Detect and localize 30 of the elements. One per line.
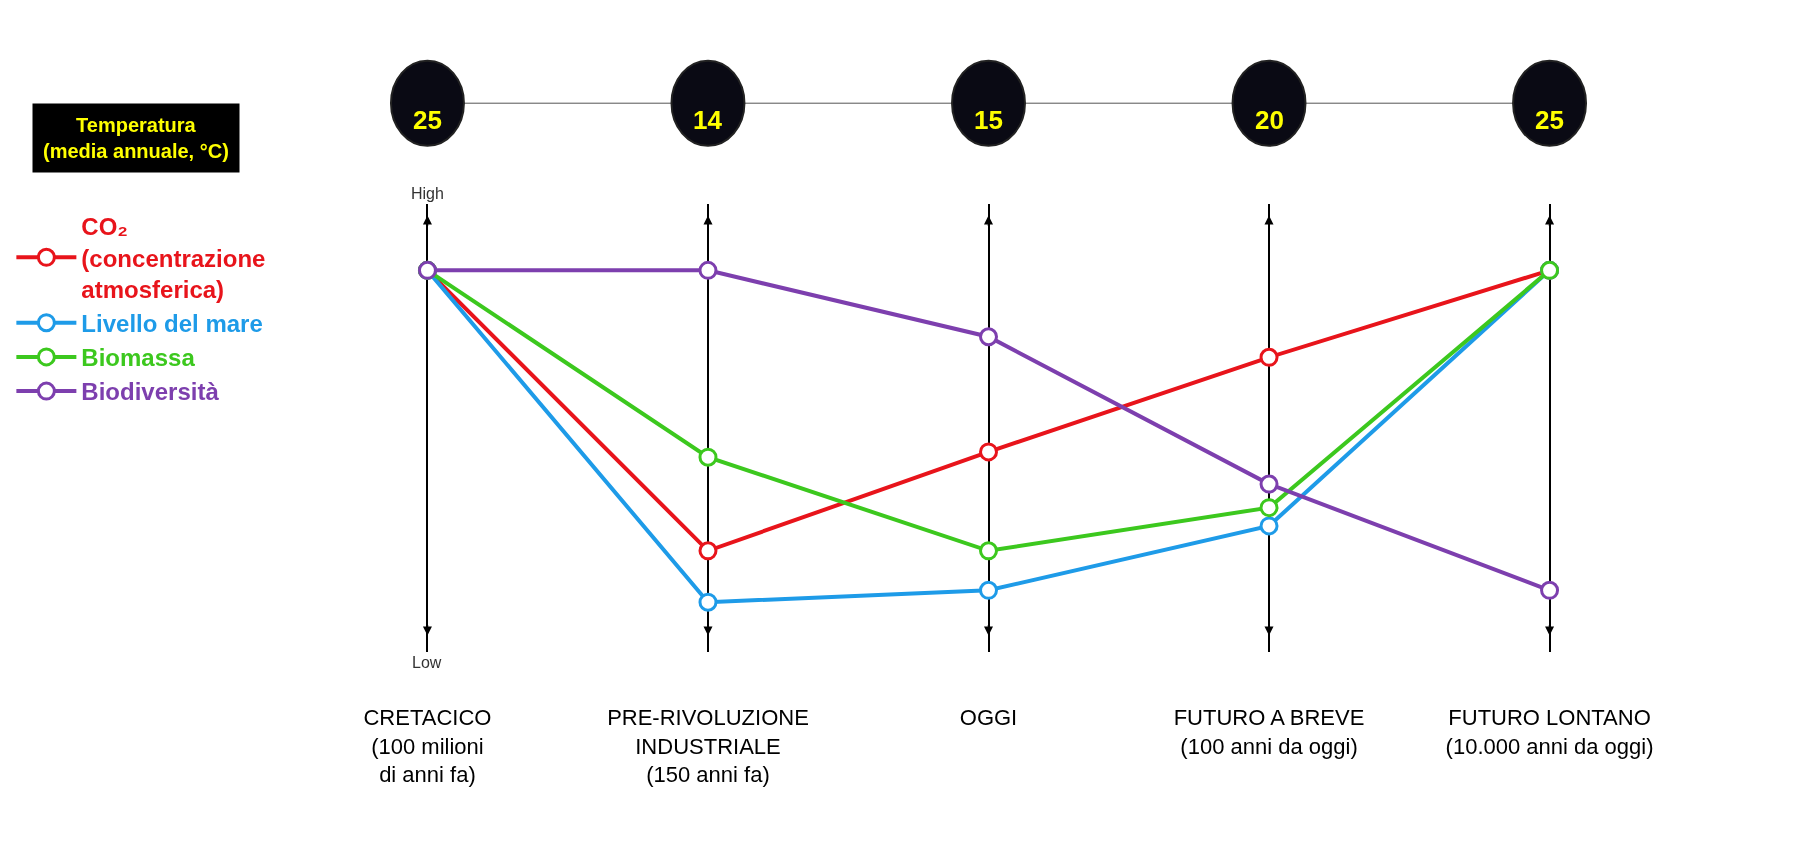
point: [1259, 474, 1279, 494]
text: 14: [693, 105, 723, 135]
x-tick-label: FUTURO LONTANO (10.000 anni da oggi): [1445, 705, 1654, 759]
point: [979, 327, 998, 347]
point: [698, 260, 718, 280]
point: [1259, 347, 1279, 367]
point: [1259, 498, 1279, 518]
text: Low: [412, 654, 442, 671]
text: 20: [1255, 105, 1284, 135]
point: [698, 592, 718, 612]
x-tick-label: FUTURO A BREVE (100 anni da oggi): [1173, 705, 1365, 759]
point: [698, 541, 718, 561]
point: [979, 541, 998, 561]
text: Temperatura (media annuale, °C): [43, 114, 229, 162]
point: [979, 580, 998, 600]
point: [1259, 516, 1279, 536]
point: [698, 447, 718, 467]
text: 15: [974, 105, 1003, 135]
x-tick-label: OGGI: [959, 705, 1018, 730]
point: [1540, 580, 1560, 600]
legend-label: CO₂ (concentrazione atmosferica): [81, 213, 266, 303]
point: [979, 442, 998, 462]
x-tick-label: PRE-RIVOLUZIONE INDUSTRIALE (150 anni fa): [607, 705, 809, 788]
legend-label: Livello del mare: [81, 310, 263, 338]
text: 25: [1535, 105, 1564, 135]
legend-label: Biomassa: [81, 344, 196, 372]
legend-label: Biodiversità: [81, 378, 220, 406]
x-tick-label: CRETACICO (100 milioni di anni fa): [363, 705, 492, 788]
text: High: [411, 185, 444, 202]
text: 25: [413, 105, 442, 135]
